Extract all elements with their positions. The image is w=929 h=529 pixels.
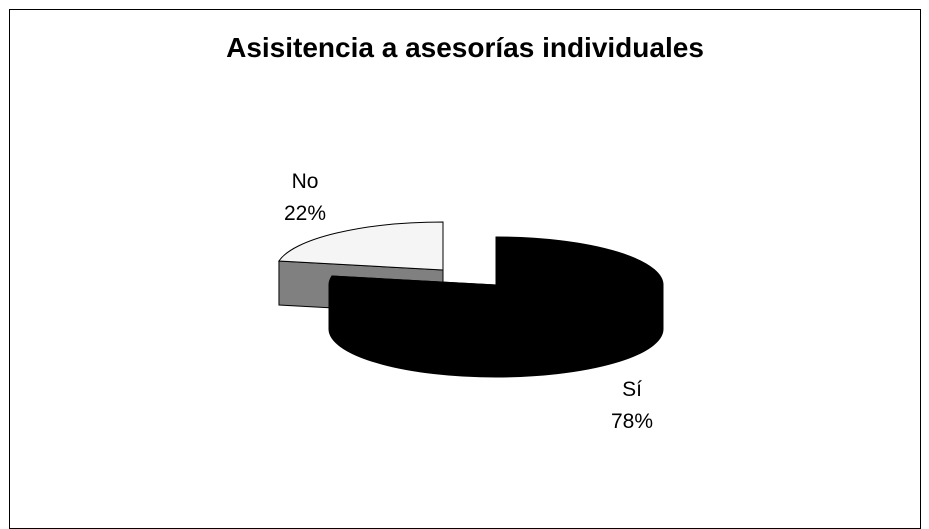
pie-slice-si bbox=[328, 236, 664, 378]
chart-title: Asisitencia a asesorías individuales bbox=[226, 32, 704, 63]
slice-label-si: Sí bbox=[622, 378, 642, 401]
pie-labels: No 22% Sí 78% bbox=[284, 170, 653, 433]
chart-frame bbox=[9, 9, 921, 529]
slice-label-no: No bbox=[292, 170, 319, 193]
pie-slices bbox=[278, 221, 664, 378]
pie-chart: No 22% Sí 78% bbox=[278, 170, 664, 433]
slice-percent-no: 22% bbox=[284, 202, 326, 225]
slice-percent-si: 78% bbox=[611, 410, 653, 433]
